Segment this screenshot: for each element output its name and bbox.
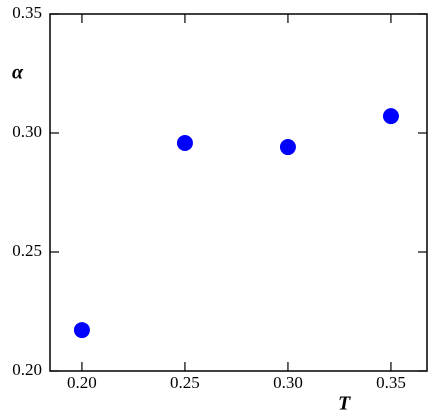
x-tick-label: 0.35 [376,373,406,392]
y-tick-label: 0.35 [12,3,42,22]
plot-frame [49,13,428,372]
x-tick-label: 0.20 [67,373,97,392]
point [382,108,399,125]
y-axis-label: α [12,62,24,84]
x-tick-label: 0.25 [170,373,200,392]
y-tick-label: 0.30 [12,122,42,141]
x-axis-label: T [338,393,351,415]
x-tick-label: 0.30 [273,373,303,392]
y-tick-label: 0.20 [12,360,42,379]
y-tick-label: 0.25 [12,241,42,260]
point [73,322,90,339]
point [279,139,296,156]
point [176,134,193,151]
